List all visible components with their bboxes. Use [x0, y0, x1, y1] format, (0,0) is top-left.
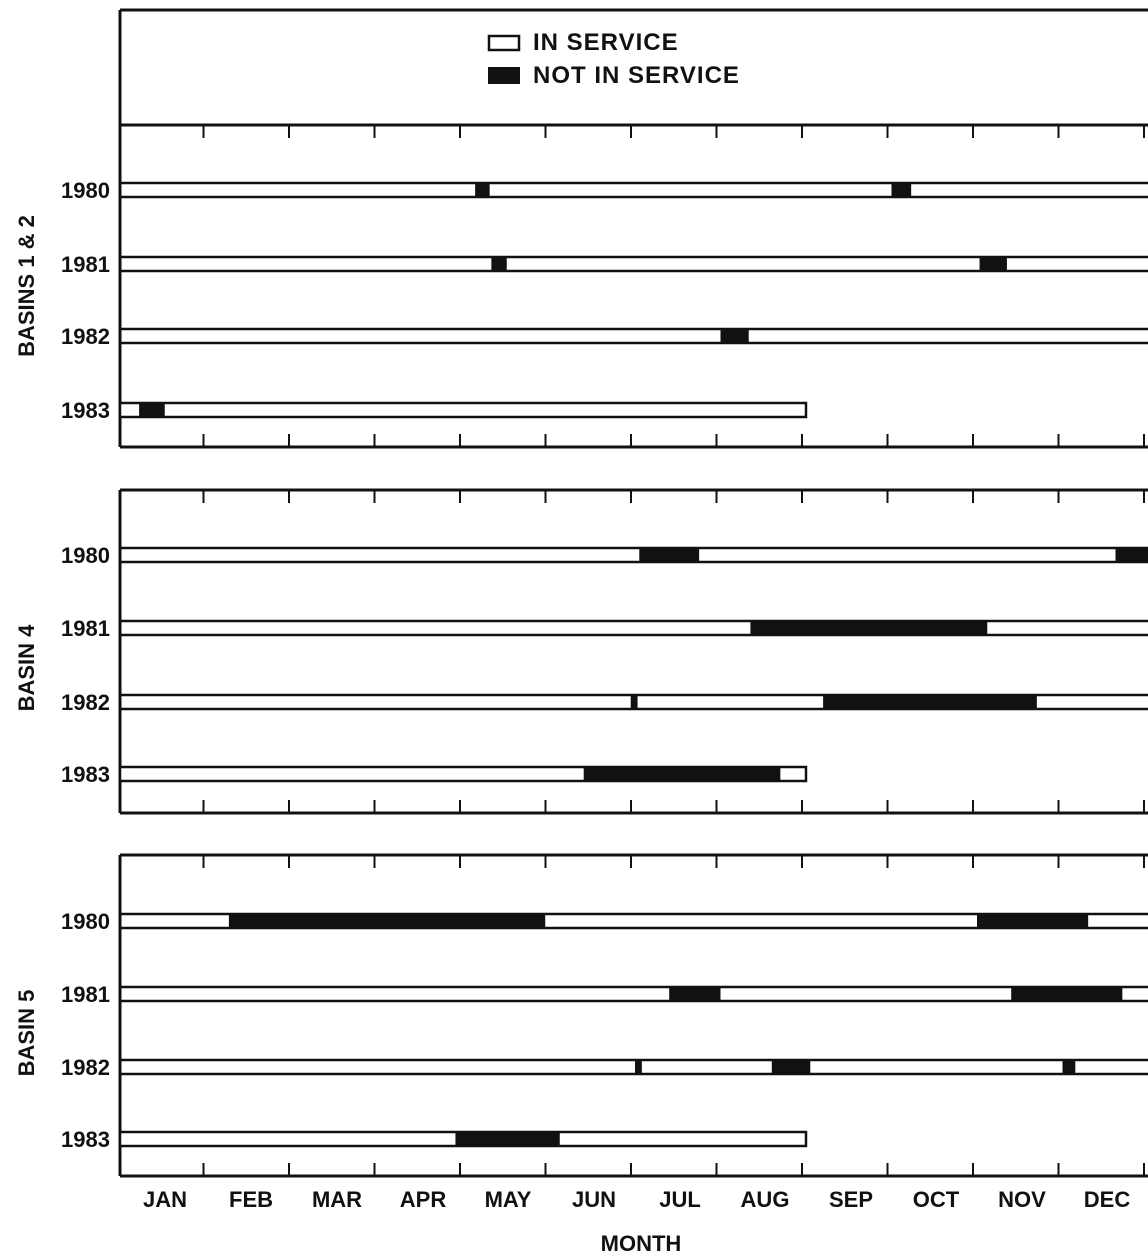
- legend-not-in-service-label: NOT IN SERVICE: [533, 62, 740, 89]
- legend-in-service-swatch: [487, 34, 521, 52]
- not-in-service-bar: [228, 914, 546, 928]
- year-label: 1982: [61, 690, 110, 715]
- legend: IN SERVICE NOT IN SERVICE: [118, 8, 1148, 125]
- x-axis-title: MONTH: [601, 1231, 682, 1256]
- in-service-bar: [118, 401, 808, 419]
- not-in-service-bar: [750, 621, 988, 635]
- year-label: 1980: [61, 909, 110, 934]
- legend-not-in-service-swatch: [488, 67, 520, 84]
- not-in-service-bar: [1062, 1060, 1076, 1074]
- not-in-service-bar: [491, 257, 507, 271]
- panel-basin-4: BASIN 4 1980 1981 1982 1983: [14, 488, 1148, 815]
- year-label: 1982: [61, 324, 110, 349]
- not-in-service-bar: [720, 329, 749, 343]
- month-label: MAR: [312, 1187, 362, 1212]
- panel-label: BASINS 1 & 2: [14, 215, 39, 357]
- not-in-service-bar: [475, 183, 490, 197]
- month-label: JUL: [659, 1187, 701, 1212]
- year-label: 1981: [61, 982, 110, 1007]
- panel-basin-5: BASIN 5 1980 1981 1982 1983: [14, 853, 1148, 1178]
- not-in-service-bar: [455, 1132, 560, 1146]
- month-label: SEP: [829, 1187, 873, 1212]
- not-in-service-bar: [891, 183, 912, 197]
- year-label: 1982: [61, 1055, 110, 1080]
- not-in-service-bar: [669, 987, 721, 1001]
- not-in-service-bar: [139, 403, 165, 417]
- year-label: 1983: [61, 762, 110, 787]
- month-label: JUN: [572, 1187, 616, 1212]
- not-in-service-bar: [635, 1060, 642, 1074]
- legend-in-service-label: IN SERVICE: [533, 29, 679, 56]
- panel-basins-1-2: BASINS 1 & 2 1980 1981 1982 1983: [14, 123, 1148, 449]
- month-label: OCT: [913, 1187, 960, 1212]
- not-in-service-bar: [1115, 548, 1148, 562]
- month-label: DEC: [1084, 1187, 1131, 1212]
- not-in-service-bar: [583, 767, 781, 781]
- month-label: NOV: [998, 1187, 1046, 1212]
- year-label: 1983: [61, 398, 110, 423]
- month-label: AUG: [741, 1187, 790, 1212]
- not-in-service-bar: [630, 695, 638, 709]
- panel-label: BASIN 5: [14, 990, 39, 1077]
- panel-label: BASIN 4: [14, 624, 39, 712]
- month-label: APR: [400, 1187, 447, 1212]
- not-in-service-bar: [771, 1060, 811, 1074]
- not-in-service-bar: [823, 695, 1037, 709]
- year-label: 1980: [61, 178, 110, 203]
- not-in-service-bar: [977, 914, 1089, 928]
- year-label: 1980: [61, 543, 110, 568]
- year-label: 1981: [61, 252, 110, 277]
- month-label: FEB: [229, 1187, 273, 1212]
- year-label: 1981: [61, 616, 110, 641]
- month-label: MAY: [485, 1187, 532, 1212]
- not-in-service-bar: [639, 548, 700, 562]
- not-in-service-bar: [1011, 987, 1123, 1001]
- not-in-service-bar: [979, 257, 1007, 271]
- year-label: 1983: [61, 1127, 110, 1152]
- month-label: JAN: [143, 1187, 187, 1212]
- x-axis-tick-labels: JAN FEB MAR APR MAY JUN JUL AUG SEP OCT …: [143, 1187, 1130, 1212]
